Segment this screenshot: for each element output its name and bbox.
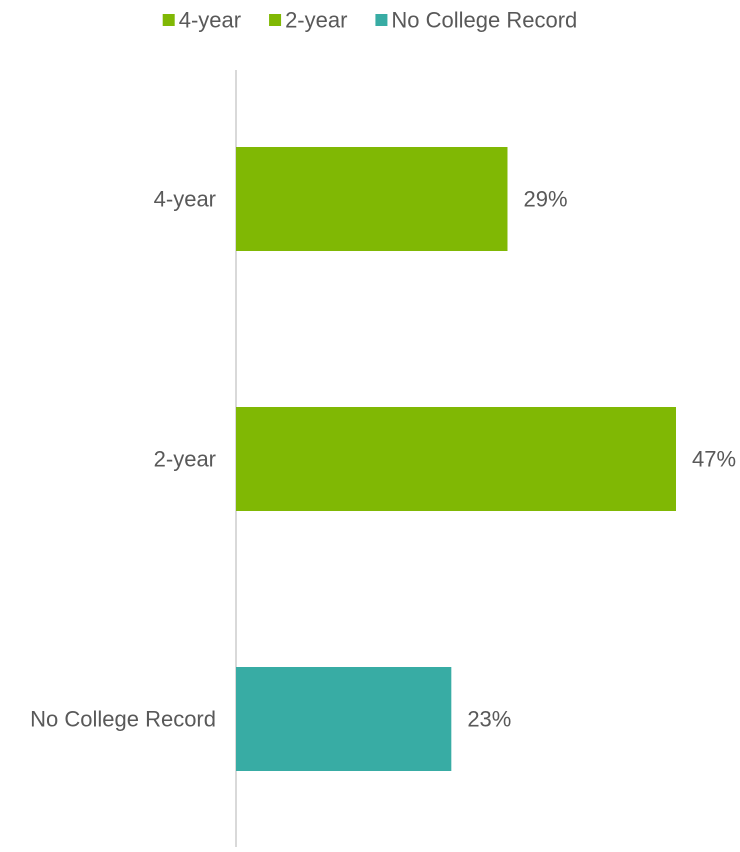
- category-labels: 4-year 2-year No College Record: [30, 187, 216, 732]
- bar-no-college-record: [236, 667, 452, 771]
- legend-label-4-year: 4-year: [179, 8, 241, 33]
- bar-2-year: [236, 407, 676, 511]
- bars: [236, 147, 676, 771]
- value-label: 29%: [523, 187, 567, 212]
- value-label: 47%: [692, 447, 736, 472]
- legend-label-2-year: 2-year: [285, 8, 347, 33]
- category-label: 4-year: [154, 187, 216, 212]
- bar-4-year: [236, 147, 508, 251]
- legend: 4-year 2-year No College Record: [162, 8, 577, 33]
- legend-swatch-4-year: [162, 14, 175, 26]
- legend-label-no-college-record: No College Record: [391, 8, 577, 33]
- legend-swatch-2-year: [269, 14, 282, 26]
- value-labels: 29% 47% 23%: [467, 187, 736, 732]
- category-label: No College Record: [30, 707, 216, 732]
- legend-swatch-no-college-record: [375, 14, 388, 26]
- value-label: 23%: [467, 707, 511, 732]
- category-label: 2-year: [154, 447, 216, 472]
